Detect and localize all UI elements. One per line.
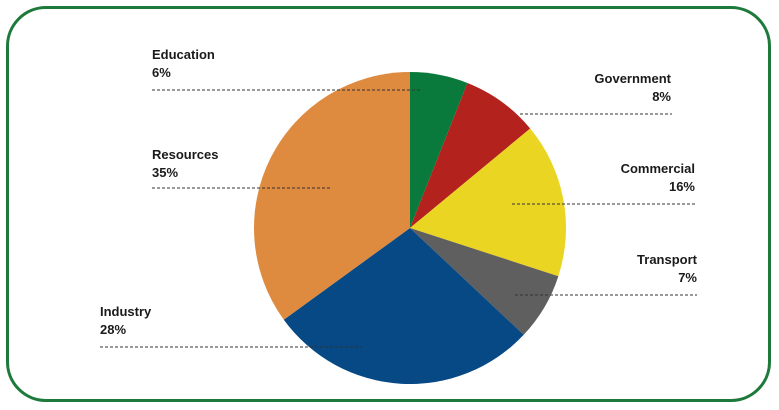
pie-slice-education [410, 72, 468, 228]
pie-slice-industry [283, 228, 524, 384]
pie-slices [254, 72, 566, 384]
label-industry: Industry 28% [100, 303, 151, 339]
pie-slice-government [410, 82, 531, 228]
slice-value-commercial: 16% [668, 179, 695, 194]
slice-name-education: Education [152, 47, 215, 62]
leader-lines [100, 89, 697, 348]
label-government: Government 8% [594, 70, 671, 106]
slice-name-transport: Transport [637, 252, 697, 267]
slice-value-government: 8% [652, 89, 671, 104]
slice-name-industry: Industry [100, 304, 152, 319]
slice-name-commercial: Commercial [620, 161, 695, 176]
slice-name-government: Government [594, 71, 671, 86]
slice-name-resources: Resources [152, 147, 219, 162]
label-education: Education 6% [152, 46, 215, 82]
pie-slice-resources [254, 72, 410, 320]
slice-value-resources: 35% [152, 165, 179, 180]
label-commercial: Commercial 16% [621, 160, 695, 196]
slice-value-transport: 7% [678, 270, 697, 285]
label-resources: Resources 35% [152, 146, 218, 182]
slice-value-education: 6% [152, 65, 171, 80]
label-transport: Transport 7% [637, 251, 697, 287]
slice-value-industry: 28% [100, 322, 127, 337]
pie-slice-commercial [410, 128, 566, 277]
pie-slice-transport [410, 228, 559, 335]
